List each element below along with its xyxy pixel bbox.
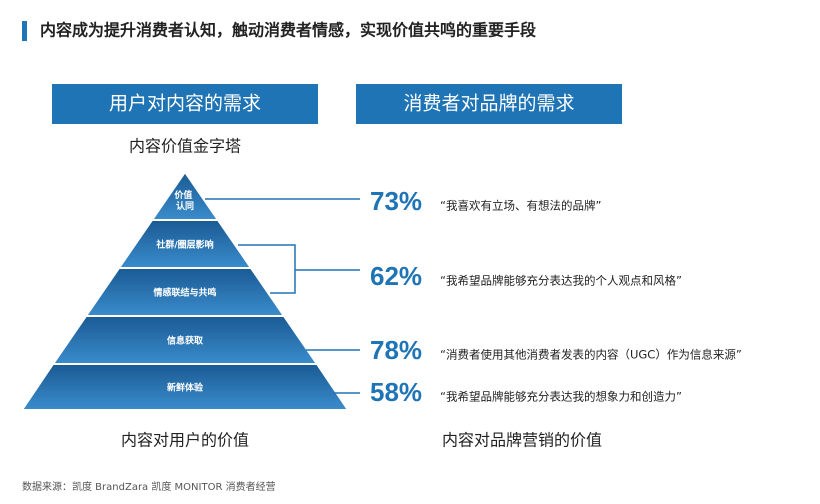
connectors	[205, 198, 360, 394]
title-bar	[22, 21, 27, 41]
layer-label-line: 认同	[176, 200, 194, 212]
stat-quote: “消费者使用其他消费者发表的内容（UGC）作为信息来源”	[440, 348, 742, 362]
title: 内容成为提升消费者认知，触动消费者情感，实现价值共鸣的重要手段	[40, 21, 537, 40]
layer-label: 情感联结与共鸣	[152, 287, 216, 299]
header-text: 用户对内容的需求	[109, 93, 261, 115]
layer-label: 信息获取	[167, 335, 204, 347]
source: 数据来源：凯度 BrandZara 凯度 MONITOR 消费者经营	[22, 480, 276, 493]
stat-percent: 73%	[370, 186, 422, 216]
header-box	[52, 84, 318, 124]
pyramid-title: 内容价值金字塔	[129, 137, 241, 156]
layer-label-line: 价值	[174, 189, 192, 201]
layer-label: 价值 认同	[174, 189, 195, 212]
bracket	[238, 244, 296, 294]
stat-percent: 78%	[370, 335, 422, 365]
stat-quote: “我希望品牌能够充分表达我的想象力和创造力”	[440, 390, 682, 404]
footer-label: 内容对用户的价值	[121, 431, 249, 450]
pyramid	[20, 170, 350, 411]
stat-percent: 58%	[370, 377, 422, 407]
header-text: 消费者对品牌的需求	[403, 93, 574, 115]
stat-quote: “我喜欢有立场、有想法的品牌”	[440, 199, 601, 213]
layer-label: 新鲜体验	[167, 382, 204, 394]
footer-label: 内容对品牌营销的价值	[442, 431, 602, 450]
layer-label: 社群/圈层影响	[155, 239, 213, 251]
pyramid-layer	[20, 363, 350, 411]
stat-quote: “我希望品牌能够充分表达我的个人观点和风格”	[440, 274, 682, 288]
stat-percent: 62%	[370, 261, 422, 291]
header-box	[356, 84, 622, 124]
